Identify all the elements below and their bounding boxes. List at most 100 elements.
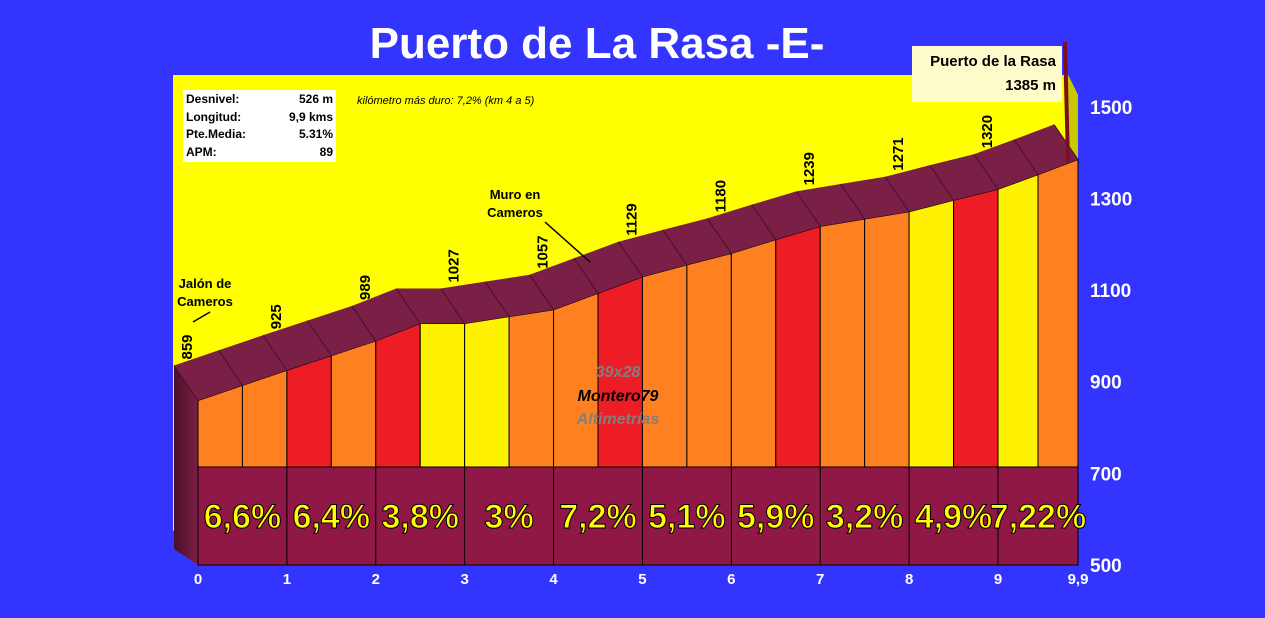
band-ridge (573, 258, 599, 294)
km-gradient-label: 6,6% (204, 498, 282, 536)
band-ridge (440, 288, 466, 324)
stat-row: Longitud: 9,9 kms (186, 109, 333, 127)
km-gradient-label: 5,9% (737, 498, 815, 536)
profile-segment (997, 173, 1039, 468)
profile-segment (464, 316, 510, 468)
profile-segment (641, 264, 688, 468)
band-ridge (973, 153, 999, 190)
km-gradient-label: 3% (485, 498, 534, 536)
profile-segment (953, 188, 999, 468)
profile-left-wall (174, 365, 198, 565)
stat-row: APM: 89 (186, 144, 333, 162)
x-tick-label: 5 (638, 571, 646, 588)
x-tick-label: 3 (460, 571, 468, 588)
profile-segment (330, 340, 377, 468)
elevation-label: 1180 (712, 180, 729, 213)
elevation-label: 1027 (446, 249, 463, 282)
x-tick-label: 9 (994, 571, 1002, 588)
y-tick-label: 1500 (1090, 98, 1132, 119)
profile-segment (375, 322, 421, 468)
chart-title: Puerto de La Rasa -E- (370, 19, 825, 68)
y-tick-label: 1300 (1090, 189, 1132, 210)
summit-pole (1063, 41, 1070, 163)
stat-value: 89 (319, 144, 333, 159)
elevation-label: 859 (179, 334, 196, 359)
stat-label: APM: (186, 144, 217, 159)
annotation-label: Muro en Cameros (487, 187, 543, 220)
band-ridge (484, 281, 510, 317)
watermark-text: Montero79 (578, 388, 659, 405)
band-ridge (618, 241, 643, 278)
annotation-pointer (192, 311, 211, 323)
y-tick-label: 900 (1090, 373, 1122, 394)
profile-segment (508, 309, 555, 468)
band-ridge (884, 176, 910, 213)
stat-label: Pte.Media: (186, 127, 247, 141)
stat-label: Desnivel: (186, 92, 240, 106)
km-gradient-label: 4,9% (915, 498, 993, 536)
band-ridge (840, 183, 866, 220)
band-ridge (262, 334, 288, 371)
gradient-band (197, 466, 1079, 566)
band-ridge (1013, 139, 1039, 175)
annotation-label: Jalón de Cameros (177, 276, 233, 309)
x-tick-label: 1 (283, 571, 291, 588)
profile-segment (908, 199, 955, 468)
watermark-text: 39x28 (596, 364, 641, 381)
km-gradient-label: 3,2% (826, 498, 904, 536)
summit-label: Puerto de la Rasa 1385 m (912, 46, 1062, 102)
hardest-km-note: kilómetro más duro: 7,2% (km 4 a 5) (357, 95, 535, 107)
profile-segment (775, 225, 821, 468)
km-gradient-label: 6,4% (293, 498, 371, 536)
elevation-label: 1239 (801, 152, 818, 185)
y-tick-label: 700 (1090, 464, 1122, 485)
profile-segment (686, 252, 732, 468)
band-ridge (306, 320, 332, 356)
band-ridge (751, 204, 777, 240)
y-tick-label: 1100 (1090, 281, 1131, 302)
profile-segment (241, 369, 288, 468)
elevation-label: 1271 (890, 137, 907, 170)
km-gradient-label: 3,8% (381, 498, 459, 536)
band-ridge (395, 288, 421, 324)
profile-segment (730, 238, 777, 468)
elevation-label: 1129 (623, 203, 640, 236)
annotation-pointer (544, 221, 591, 263)
y-tick-label: 500 (1090, 556, 1122, 577)
km-gradient-label: 5,1% (648, 498, 726, 536)
band-ridge (662, 229, 688, 266)
x-tick-label: 6 (727, 571, 735, 588)
band-ridge (795, 191, 821, 227)
x-tick-label: 9,9 (1068, 571, 1089, 588)
band-ridge (218, 350, 243, 386)
profile-top-band (174, 124, 1078, 401)
band-ridge (929, 164, 954, 201)
x-tick-label: 4 (549, 571, 558, 588)
stat-row: Desnivel: 526 m (186, 91, 333, 109)
profile-segment (286, 354, 332, 468)
elevation-label: 925 (268, 304, 285, 329)
x-tick-label: 8 (905, 571, 913, 588)
profile-segment (553, 292, 599, 468)
profile-segment (819, 218, 866, 468)
profile-segment (419, 323, 466, 468)
profile-segment (1037, 158, 1079, 468)
summit-name: Puerto de la Rasa (930, 53, 1056, 70)
band-ridge (706, 218, 732, 254)
x-tick-label: 2 (372, 571, 380, 588)
watermark-text: Altimetrías (576, 411, 660, 428)
elevation-label: 989 (357, 275, 374, 300)
band-ridge (351, 305, 377, 342)
km-gradient-label: 7,22% (990, 498, 1086, 536)
summit-elevation: 1385 m (1005, 77, 1056, 94)
stats-box: Desnivel: 526 m Longitud: 9,9 kms Pte.Medi… (183, 90, 336, 162)
x-tick-label: 7 (816, 571, 824, 588)
elevation-label: 1057 (535, 235, 552, 268)
x-tick-label: 0 (194, 571, 202, 588)
elevation-label: 1320 (979, 115, 996, 148)
stat-label: Longitud: (186, 109, 242, 124)
stat-value: 526 m (298, 92, 333, 106)
profile-segment (864, 211, 910, 468)
stat-value: 9,9 kms (288, 109, 333, 124)
